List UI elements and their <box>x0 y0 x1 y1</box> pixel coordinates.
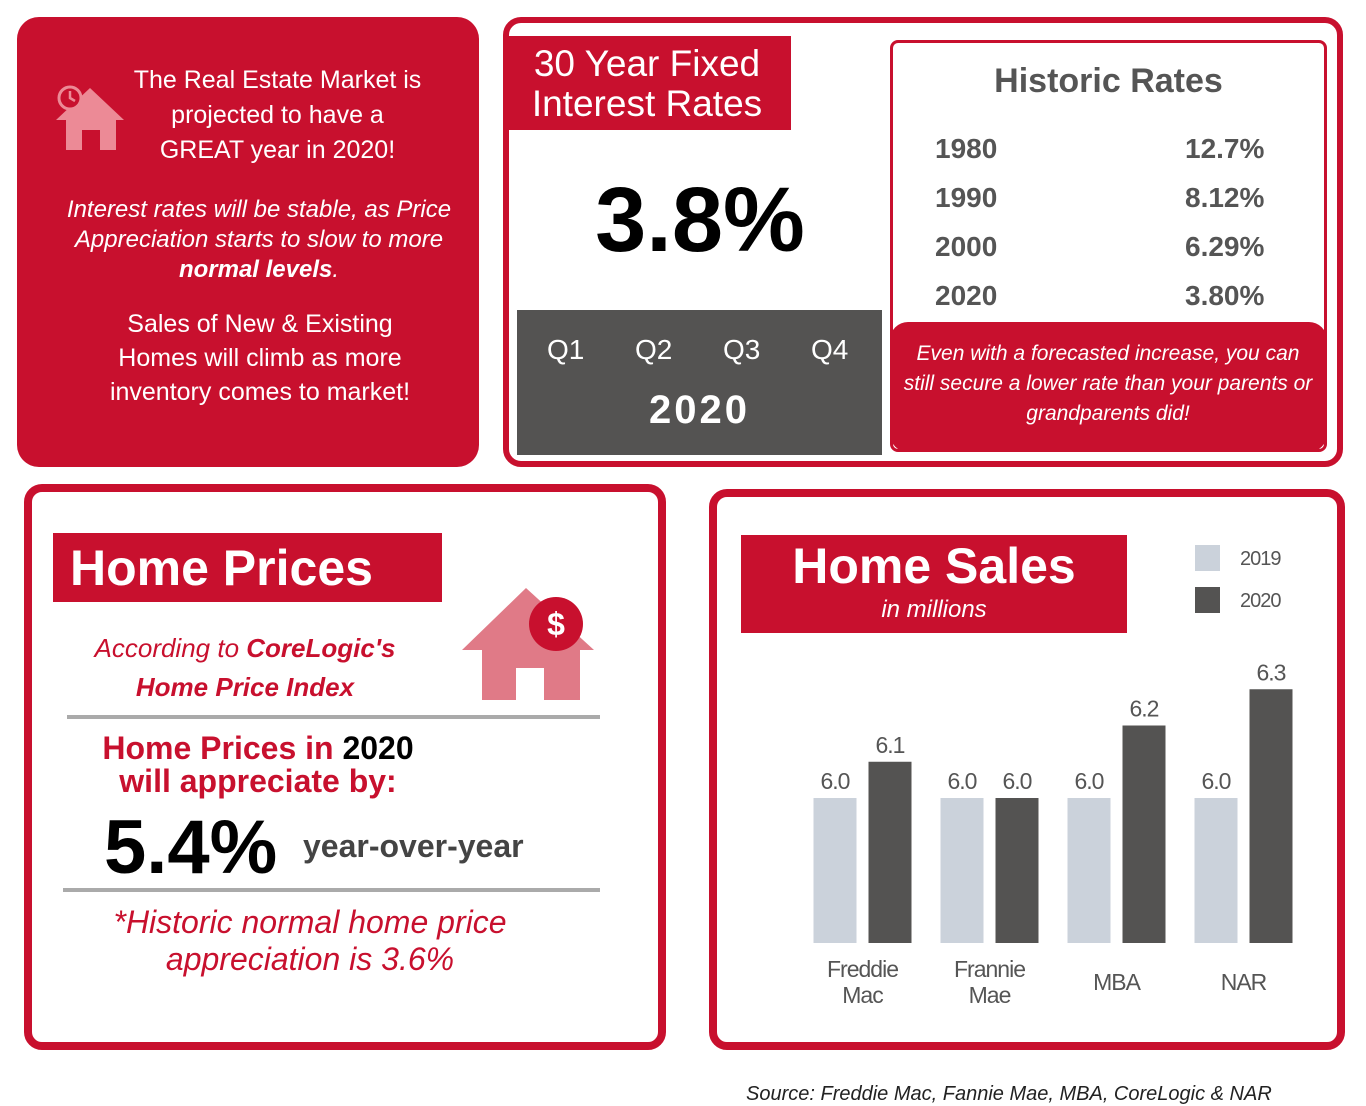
value-label: 6.0 <box>821 768 850 794</box>
legend-swatch <box>1195 587 1220 613</box>
legend-label: 2019 <box>1240 548 1281 570</box>
value-label: 6.1 <box>876 732 905 758</box>
text: Interest rates will be stable, as Price … <box>66 196 452 253</box>
row: 2020 3.80% <box>935 271 1275 320</box>
prices-source: According to CoreLogic's Home Price Index <box>50 629 440 707</box>
chart-title: Home Sales <box>792 538 1076 594</box>
rate: 3.80% <box>1185 280 1265 311</box>
historic-note-box <box>890 322 1327 452</box>
bar <box>868 761 912 943</box>
rates-panel <box>503 17 1343 467</box>
prices-unit: year-over-year <box>303 828 524 864</box>
bar <box>940 798 984 943</box>
rate: 12.7% <box>1185 133 1265 164</box>
text-line: inventory comes to market! <box>109 378 411 406</box>
sales-title-box: Home Sales in millions <box>741 535 1127 633</box>
chart: 2019 2020 6.0 6.1 6.0 6.0 6.0 6.2 6.0 6.3 <box>813 545 1293 943</box>
quarter-box: Q1 Q2 Q3 Q4 2020 <box>517 310 882 455</box>
historic-note: Even with a forecasted increase, you can… <box>903 342 1313 425</box>
text: will appreciate by: <box>119 763 397 799</box>
svg-text:$: $ <box>547 606 565 642</box>
emphasis: normal levels <box>178 256 333 283</box>
year: 2020 <box>649 388 750 432</box>
bar <box>995 798 1039 943</box>
rate: 8.12% <box>1185 182 1265 213</box>
quarter: Q1 <box>547 334 585 365</box>
text-line: The Real Estate Market is <box>133 66 422 94</box>
legend-swatch <box>1195 545 1220 571</box>
sales-panel <box>709 489 1345 1050</box>
year: 1980 <box>935 133 998 164</box>
text-line: Interest Rates <box>531 83 763 124</box>
divider <box>63 888 600 892</box>
value-label: 6.0 <box>1202 768 1231 794</box>
prices-headline: Home Prices in 2020 will appreciate by: <box>58 732 458 798</box>
chart-subtitle: in millions <box>881 596 987 623</box>
quarter: Q3 <box>723 334 761 365</box>
quarter: Q2 <box>635 334 673 365</box>
bar <box>1249 689 1293 943</box>
value-label: 6.0 <box>1075 768 1104 794</box>
value-label: 6.3 <box>1257 659 1286 685</box>
historic-title: Historic Rates <box>994 62 1223 100</box>
text-line: Sales of New & Existing <box>127 310 393 338</box>
footer-source: Source: Freddie Mac, Fannie Mae, MBA, Co… <box>746 1083 1272 1105</box>
row: 1980 12.7% <box>935 124 1275 173</box>
text-line: projected to have a <box>171 101 384 129</box>
bar <box>1067 798 1111 943</box>
house-dollar-icon: $ <box>462 588 594 700</box>
quarter: Q4 <box>811 334 849 365</box>
year: 2000 <box>935 231 998 262</box>
year: 2020 <box>342 730 414 766</box>
intro-rates-note: Interest rates will be stable, as Price … <box>48 195 470 285</box>
prices-value: 5.4% <box>104 805 278 890</box>
year: 2020 <box>935 280 998 311</box>
rates-title: 30 Year Fixed Interest Rates <box>503 36 791 130</box>
rate: 6.29% <box>1185 231 1265 262</box>
value-label: 6.0 <box>1003 768 1032 794</box>
divider <box>67 715 600 719</box>
intro-sales-note: Sales of New & Existing Homes will climb… <box>80 307 440 409</box>
bar <box>1194 798 1238 943</box>
row: 2000 6.29% <box>935 222 1275 271</box>
house-clock-icon <box>56 85 124 150</box>
value-label: 6.2 <box>1130 696 1159 722</box>
historic-table: 1980 12.7% 1990 8.12% 2000 6.29% 2020 3.80% <box>935 124 1275 320</box>
current-rate: 3.8% <box>595 169 805 271</box>
prices-panel <box>24 484 666 1050</box>
row: 1990 8.12% <box>935 173 1275 222</box>
bar <box>813 798 857 943</box>
bar <box>1122 725 1166 943</box>
intro-headline: The Real Estate Market is projected to h… <box>100 63 455 168</box>
prices-title: Home Prices <box>53 533 442 602</box>
text: According to <box>94 633 247 663</box>
value-label: 6.0 <box>948 768 977 794</box>
emphasis: CoreLogic's <box>246 633 396 663</box>
year: 1990 <box>935 182 998 213</box>
text: . <box>332 256 340 283</box>
legend-label: 2020 <box>1240 590 1281 612</box>
prices-note: *Historic normal home price appreciation… <box>113 904 507 977</box>
text-line: 30 Year Fixed <box>533 43 761 84</box>
text: Home Prices in <box>102 730 343 766</box>
text-line: Homes will climb as more <box>118 344 402 372</box>
text-line: GREAT year in 2020! <box>159 136 396 164</box>
emphasis: Home Price Index <box>135 672 355 702</box>
